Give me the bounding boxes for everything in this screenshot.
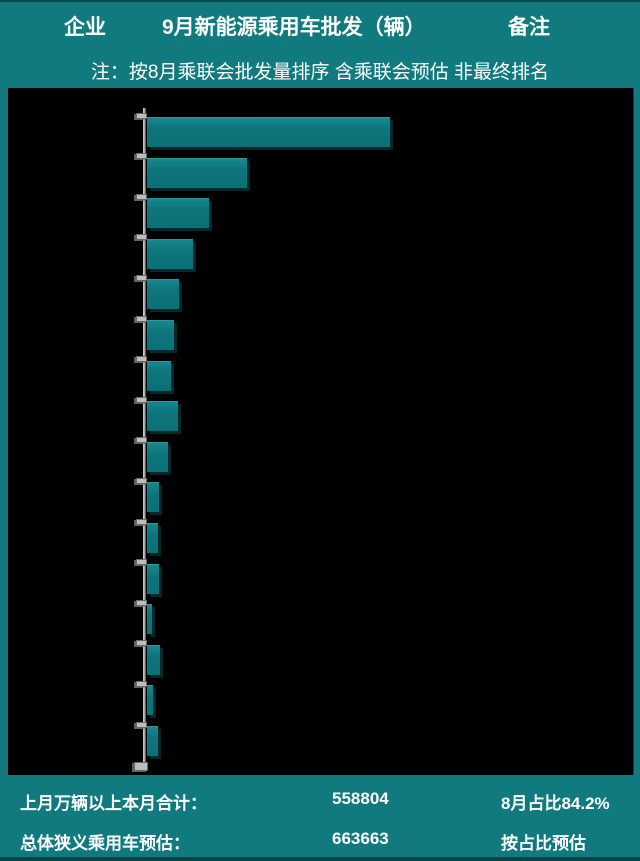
axis-tick [136, 722, 147, 728]
axis-tick [136, 600, 147, 606]
bar-rank-10 [147, 482, 159, 512]
axis-tick [136, 519, 147, 525]
summary-value: 663663 [332, 829, 389, 848]
summary-row-monthly-total: 上月万辆以上本月合计： 558804 8月占比84.2% [0, 789, 640, 813]
bar-chart-plot-area [8, 88, 634, 775]
bar-rank-4 [147, 239, 193, 269]
bar-rank-3 [147, 198, 209, 228]
bar-rank-15 [147, 685, 153, 715]
axis-tick [136, 194, 147, 200]
axis-tick [136, 153, 147, 159]
axis-tick [136, 113, 147, 119]
bar-rank-5 [147, 279, 179, 309]
page-title: 9月新能源乘用车批发（辆） [162, 16, 426, 39]
bottom-border-line [0, 857, 640, 861]
axis-tick [136, 559, 147, 565]
bar-rank-11 [147, 523, 158, 553]
bar-rank-2 [147, 158, 247, 188]
bar-rank-6 [147, 320, 174, 350]
axis-tick [136, 316, 147, 322]
header-col-enterprise: 企业 [64, 16, 106, 39]
axis-tick [136, 397, 147, 403]
bar-rank-14 [147, 645, 160, 675]
axis-tick [134, 762, 148, 771]
axis-tick [136, 478, 147, 484]
axis-tick [136, 275, 147, 281]
summary-label: 上月万辆以上本月合计： [20, 794, 207, 813]
summary-label: 总体狭义乘用车预估： [20, 834, 190, 853]
axis-tick [136, 234, 147, 240]
bar-rank-9 [147, 442, 168, 472]
axis-tick [136, 640, 147, 646]
bar-rank-8 [147, 401, 178, 431]
bar-rank-7 [147, 361, 171, 391]
summary-value: 558804 [332, 789, 389, 808]
bar-rank-13 [147, 604, 152, 634]
axis-tick [136, 681, 147, 687]
summary-share: 8月占比84.2% [501, 794, 610, 813]
bar-rank-16 [147, 726, 158, 756]
bar-rank-1 [147, 117, 390, 147]
ranking-note: 注：按8月乘联会批发量排序 含乘联会预估 非最终排名 [90, 62, 550, 83]
axis-tick [136, 437, 147, 443]
axis-tick [136, 356, 147, 362]
summary-method: 按占比预估 [501, 834, 586, 853]
summary-row-overall-estimate: 总体狭义乘用车预估： 663663 按占比预估 [0, 829, 640, 853]
top-border-line [0, 0, 640, 2]
header-col-remark: 备注 [508, 16, 550, 39]
bar-rank-12 [147, 564, 159, 594]
